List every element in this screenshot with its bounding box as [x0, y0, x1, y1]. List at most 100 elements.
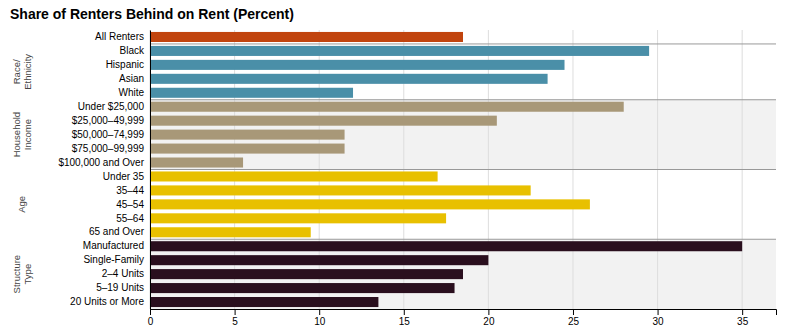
x-axis: 0 5 10 15 20 25 30 35: [148, 309, 777, 327]
x-tick: 0: [148, 309, 154, 327]
group-separator: [150, 43, 776, 44]
bar: [150, 130, 345, 140]
title: Share of Renters Behind on Rent (Percent…: [10, 6, 294, 22]
group-labels: Race/Ethnicity HouseholdIncome Age Structur…: [11, 54, 32, 294]
y-tick-label: $100,000 and Over: [58, 157, 144, 168]
y-tick-label: 55–64: [116, 213, 144, 224]
bar: [150, 283, 455, 293]
x-tick-label: 20: [483, 316, 495, 327]
y-tick: 45–54: [116, 199, 150, 210]
y-tick-label: Under 35: [103, 171, 145, 182]
x-axis-line: [151, 310, 777, 316]
group-separator: [150, 99, 776, 100]
group-label: Age: [16, 196, 27, 213]
bar: [150, 241, 742, 251]
y-tick-label: 45–54: [116, 199, 144, 210]
x-tick: 20: [483, 309, 495, 327]
y-tick: $100,000 and Over: [58, 157, 150, 168]
y-tick-label: All Renters: [95, 31, 144, 42]
y-axis: All Renters Black Hispanic Asian White Under …: [58, 31, 150, 310]
y-tick: Under 35: [103, 171, 150, 182]
bar: [150, 60, 565, 70]
bars: [150, 32, 742, 307]
y-tick-label: Manufactured: [83, 240, 144, 251]
bar: [150, 88, 353, 98]
x-tick-label: 35: [737, 316, 749, 327]
y-tick: Single-Family: [83, 254, 150, 265]
bar: [150, 255, 488, 265]
x-tick-mark: [742, 309, 743, 315]
x-tick: 35: [737, 309, 749, 327]
group-separators: [150, 44, 776, 239]
x-tick: 10: [314, 309, 326, 327]
bar: [150, 144, 345, 154]
x-tick-mark: [488, 309, 489, 315]
y-tick-label: 20 Units or More: [70, 296, 144, 307]
x-tick-mark: [658, 309, 659, 315]
y-tick-label: Hispanic: [106, 59, 144, 70]
x-tick-mark: [235, 309, 236, 315]
x-tick-mark: [150, 309, 151, 315]
y-tick-label: $50,000–74,999: [72, 129, 145, 140]
bar: [150, 227, 311, 237]
bar: [150, 116, 497, 126]
bar: [150, 102, 624, 112]
chart: 0 5 10 15 20 25 30 35 All Renters Black Hispanic As…: [0, 0, 800, 333]
x-tick-label: 30: [653, 316, 665, 327]
y-tick: $50,000–74,999: [72, 129, 150, 140]
y-tick-label: 65 and Over: [89, 226, 145, 237]
bar: [150, 269, 463, 279]
group-separator: [150, 169, 776, 170]
y-tick-label: $75,000–99,999: [72, 143, 145, 154]
x-tick: 15: [399, 309, 411, 327]
y-tick: $75,000–99,999: [72, 143, 150, 154]
y-tick-label: White: [118, 87, 144, 98]
bar: [150, 199, 590, 209]
grid-line: [150, 30, 151, 309]
bar: [150, 297, 378, 307]
bar: [150, 158, 243, 168]
x-tick: 25: [568, 309, 580, 327]
x-tick: 30: [653, 309, 665, 327]
bar: [150, 46, 649, 56]
y-tick: 55–64: [116, 213, 150, 224]
y-tick-label: Single-Family: [83, 254, 144, 265]
y-tick: 2–4 Units: [102, 268, 150, 279]
x-tick-label: 25: [568, 316, 580, 327]
y-tick: 5–19 Units: [96, 282, 150, 293]
y-tick: Black: [120, 45, 150, 56]
group-label: StructureType: [11, 255, 32, 294]
y-axis-line: [150, 31, 151, 310]
y-tick: $25,000–49,999: [72, 115, 150, 126]
y-tick-label: $25,000–49,999: [72, 115, 145, 126]
y-tick-label: Black: [120, 45, 145, 56]
group-label: HouseholdIncome: [11, 112, 32, 157]
y-tick: 35–44: [116, 185, 150, 196]
x-tick-mark: [319, 309, 320, 315]
y-tick: Manufactured: [83, 240, 150, 251]
group-label: Race/Ethnicity: [11, 54, 32, 90]
bar: [150, 185, 531, 195]
x-tick-label: 5: [232, 316, 238, 327]
plot: 0 5 10 15 20 25 30 35 All Renters Black Hispanic As…: [11, 30, 776, 327]
x-tick: 5: [232, 309, 238, 327]
y-tick: 20 Units or More: [70, 296, 150, 307]
bar: [150, 213, 446, 223]
y-tick-label: 35–44: [116, 185, 144, 196]
y-tick: Under $25,000: [78, 101, 150, 112]
y-tick-label: Under $25,000: [78, 101, 145, 112]
y-tick: All Renters: [95, 31, 150, 42]
x-tick-mark: [404, 309, 405, 315]
bar: [150, 74, 548, 84]
y-tick: Asian: [119, 73, 150, 84]
y-tick-label: 2–4 Units: [102, 268, 144, 279]
x-tick-label: 10: [314, 316, 326, 327]
x-tick-label: 0: [148, 316, 154, 327]
y-tick: White: [118, 87, 150, 98]
bar: [150, 171, 438, 181]
x-tick-mark: [573, 309, 574, 315]
y-tick: 65 and Over: [89, 226, 150, 237]
y-tick: Hispanic: [106, 59, 150, 70]
bar: [150, 32, 463, 42]
group-bands: [150, 100, 776, 309]
